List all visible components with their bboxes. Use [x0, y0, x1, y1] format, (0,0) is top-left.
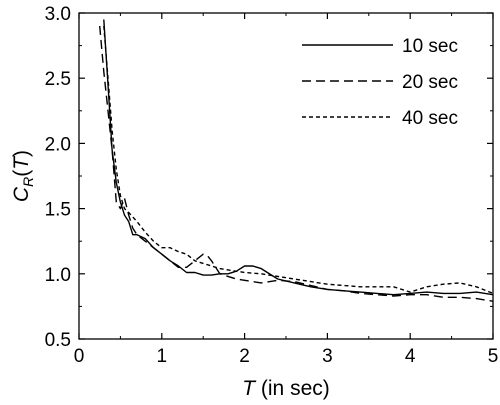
- series-line-dotted: [103, 25, 493, 295]
- x-tick-label: 2: [239, 346, 250, 367]
- x-axis-title: T (in sec): [242, 377, 330, 400]
- x-axis-unit: (in sec): [255, 377, 330, 400]
- x-tick-label: 1: [157, 346, 168, 367]
- y-tick-label: 1.0: [45, 265, 71, 286]
- series-line-solid: [103, 19, 493, 296]
- series-lines: [99, 19, 493, 302]
- y-tick-label: 1.5: [45, 200, 71, 221]
- legend-label: 40 sec: [402, 108, 458, 129]
- axis-tick-labels: 0 1 2 3 4 5 0.5 1.0 1.5 2.0 2.5 3.0: [45, 4, 499, 367]
- y-tick-label: 0.5: [45, 330, 71, 351]
- x-tick-label: 0: [74, 346, 85, 367]
- y-axis-open: (: [10, 170, 33, 177]
- x-tick-label: 3: [322, 346, 333, 367]
- axis-ticks: [78, 12, 494, 340]
- series-line-dashed: [99, 25, 493, 302]
- y-axis-close: ): [10, 150, 33, 157]
- y-axis-sub: R: [20, 177, 36, 187]
- legend-label: 10 sec: [402, 36, 458, 57]
- x-axis-var: T: [242, 377, 257, 400]
- y-tick-label: 2.5: [45, 69, 71, 90]
- plot-area-border: [78, 12, 494, 340]
- y-tick-label: 2.0: [45, 134, 71, 155]
- x-tick-label: 5: [488, 346, 499, 367]
- y-axis-main: C: [10, 186, 33, 202]
- y-tick-label: 3.0: [45, 4, 71, 25]
- x-tick-label: 4: [405, 346, 416, 367]
- y-axis-var: T: [10, 155, 33, 170]
- legend-label: 20 sec: [402, 72, 458, 93]
- plot-frame: [78, 12, 494, 340]
- y-axis-title: CR(T): [10, 150, 36, 202]
- legend: 10 sec 20 sec 40 sec: [302, 36, 458, 129]
